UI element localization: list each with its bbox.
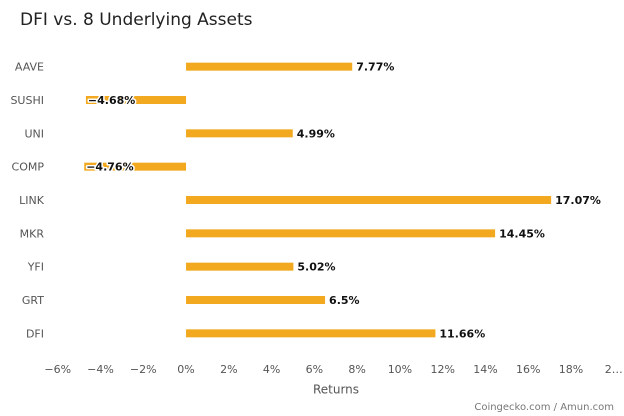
bar [85,96,187,104]
bar [84,162,187,171]
x-tick-label: 10% [388,363,412,376]
source: Coingecko.com / Amun.com [474,402,614,413]
x-tick-label: 0% [177,363,194,376]
y-tick-label: COMP [12,161,45,174]
value-label: −4.76% [86,161,133,174]
x-tick-label: 4% [263,363,280,376]
x-tick-label: 2% [220,363,237,376]
y-tick-label: UNI [24,127,44,140]
x-tick-label: −2% [130,363,157,376]
y-tick-label: GRT [22,294,44,307]
x-tick-label: 18% [559,363,583,376]
x-axis-title: Returns [313,383,359,397]
x-tick-label: 14% [473,363,497,376]
x-tick-label: 2… [605,363,623,376]
bar [186,329,436,338]
y-tick-label: LINK [19,194,45,207]
value-label: 7.77% [356,61,394,74]
bar [186,196,552,204]
bar [186,296,326,304]
bar [186,262,294,271]
value-label: 4.99% [297,127,335,140]
bar [186,129,293,138]
y-tick-label: MKR [20,227,45,240]
y-tick-label: YFI [27,261,44,274]
x-tick-label: 16% [516,363,540,376]
x-tick-label: −6% [44,363,71,376]
x-tick-label: 12% [430,363,454,376]
y-tick-label: SUSHI [10,94,44,107]
value-label: −4.68% [88,94,135,107]
y-tick-label: AAVE [15,61,44,74]
value-label: 14.45% [499,227,545,240]
value-label: 17.07% [555,194,601,207]
x-tick-label: 6% [306,363,323,376]
value-label: 6.5% [329,294,360,307]
x-tick-label: 8% [348,363,365,376]
bar [186,62,353,71]
x-tick-label: −4% [87,363,114,376]
chart-title: DFI vs. 8 Underlying Assets [20,10,253,30]
y-tick-label: DFI [26,327,44,340]
value-label: 11.66% [439,327,485,340]
value-label: 5.02% [297,261,335,274]
bar [186,229,496,238]
